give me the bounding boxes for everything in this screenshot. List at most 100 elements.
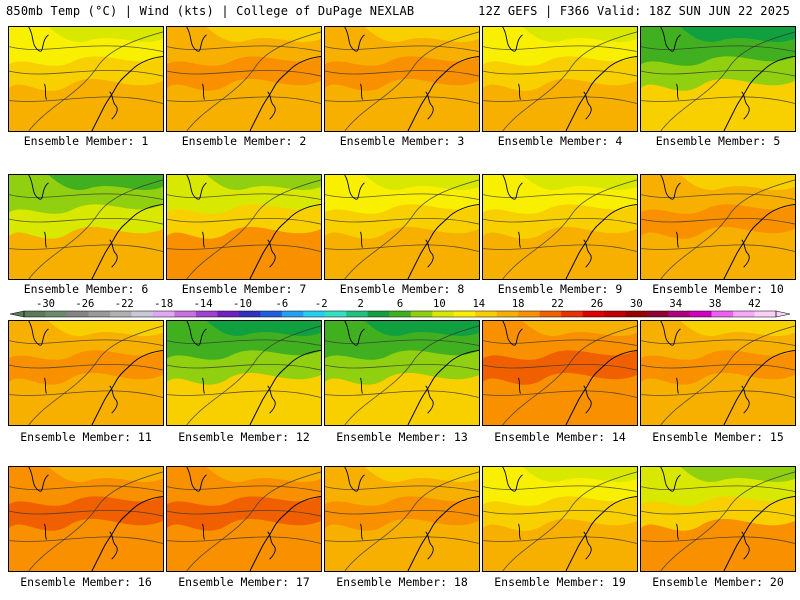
colorbar-tick-label: -6 [276,298,289,310]
colorbar-swatch [582,311,605,317]
colorbar-tick-label: 30 [630,298,643,310]
ensemble-member-label: Ensemble Member: 9 [497,282,623,296]
colorbar-tick-label: -26 [75,298,94,310]
ensemble-member-map [640,26,796,132]
ensemble-member-map [640,174,796,280]
colorbar-swatch [281,311,304,317]
temperature-field [325,27,479,131]
colorbar-left-arrow [10,310,25,318]
ensemble-member-label: Ensemble Member: 1 [23,134,149,148]
colorbar-tick-label: 34 [669,298,682,310]
colorbar-tick-label: -30 [36,298,55,310]
temperature-field [9,27,163,131]
colorbar-swatch [303,311,326,317]
temperature-field [325,467,479,571]
colorbar-swatch [432,311,455,317]
temperature-field [325,175,479,279]
ensemble-member-map [482,26,638,132]
colorbar-swatch [367,311,390,317]
colorbar-swatch [24,311,46,317]
colorbar-swatch [109,311,132,317]
colorbar-tick-label: 18 [512,298,525,310]
colorbar-swatch [131,311,154,317]
temperature-field [9,175,163,279]
colorbar-swatch [88,311,111,317]
colorbar-swatch [260,311,283,317]
map-title: 850mb Temp (°C) | Wind (kts) | College o… [6,4,415,18]
colorbar-swatch [496,311,519,317]
temperature-field [9,321,163,425]
colorbar-swatch [410,311,433,317]
ensemble-member-label: Ensemble Member: 20 [652,575,784,589]
colorbar-swatch [733,311,755,317]
temperature-field [483,175,637,279]
ensemble-member-label: Ensemble Member: 8 [339,282,465,296]
ensemble-member-label: Ensemble Member: 11 [20,430,152,444]
colorbar-swatch [195,311,218,317]
temperature-field [483,27,637,131]
colorbar-swatch [561,311,583,317]
colorbar-swatch [217,311,240,317]
colorbar-tick-label: 22 [551,298,564,310]
colorbar-tick-label: 38 [709,298,722,310]
ensemble-member-label: Ensemble Member: 19 [494,575,626,589]
colorbar-swatch [754,311,777,317]
ensemble-member-map [8,26,164,132]
ensemble-member-label: Ensemble Member: 16 [20,575,152,589]
colorbar-tick-label: 10 [433,298,446,310]
colorbar-swatch [668,311,691,317]
ensemble-member-map [8,320,164,426]
temperature-field [641,27,795,131]
temperature-field [483,467,637,571]
colorbar-tick-label: -2 [315,298,328,310]
ensemble-member-label: Ensemble Member: 10 [652,282,784,296]
colorbar-swatch [475,311,497,317]
colorbar-tick-label: 6 [397,298,403,310]
temperature-field [167,321,321,425]
colorbar-swatch [647,311,669,317]
colorbar-tick-label: -14 [194,298,213,310]
colorbar-swatch [625,311,648,317]
colorbar-swatch [453,311,476,317]
ensemble-member-map [8,174,164,280]
ensemble-member-label: Ensemble Member: 4 [497,134,623,148]
ensemble-member-label: Ensemble Member: 6 [23,282,149,296]
ensemble-member-map [482,174,638,280]
ensemble-member-map [324,466,480,572]
colorbar-tick-label: -22 [115,298,134,310]
ensemble-member-map [166,26,322,132]
colorbar-swatch [324,311,347,317]
ensemble-member-label: Ensemble Member: 12 [178,430,310,444]
temperature-field [167,175,321,279]
ensemble-member-label: Ensemble Member: 2 [181,134,307,148]
colorbar-tick-label: 42 [748,298,761,310]
temperature-colorbar: -30 -26 -22 -18 -14 -10 -6 -2 2 6 10 14 18 22 26 30 34 38… [10,298,790,318]
temperature-field [167,467,321,571]
ensemble-member-map [324,26,480,132]
ensemble-member-label: Ensemble Member: 13 [336,430,468,444]
temperature-field [325,321,479,425]
ensemble-member-label: Ensemble Member: 5 [655,134,781,148]
colorbar-swatch [45,311,68,317]
ensemble-member-map [166,174,322,280]
colorbar-swatch [346,311,369,317]
colorbar-tick-label: 14 [472,298,485,310]
temperature-field [641,467,795,571]
ensemble-member-map [166,466,322,572]
colorbar-swatch [711,311,734,317]
model-valid-time: 12Z GEFS | F366 Valid: 18Z SUN JUN 22 20… [478,4,790,18]
colorbar-tick-label: 26 [591,298,604,310]
colorbar-right-arrow [775,310,790,318]
ensemble-member-label: Ensemble Member: 18 [336,575,468,589]
colorbar-swatch [66,311,89,317]
ensemble-member-label: Ensemble Member: 3 [339,134,465,148]
colorbar-swatch [690,311,712,317]
colorbar-tick-label: -18 [154,298,173,310]
temperature-field [641,175,795,279]
ensemble-member-label: Ensemble Member: 14 [494,430,626,444]
colorbar-swatch [604,311,626,317]
temperature-field [167,27,321,131]
ensemble-member-label: Ensemble Member: 15 [652,430,784,444]
colorbar-swatch [174,311,197,317]
colorbar-swatch [518,311,540,317]
